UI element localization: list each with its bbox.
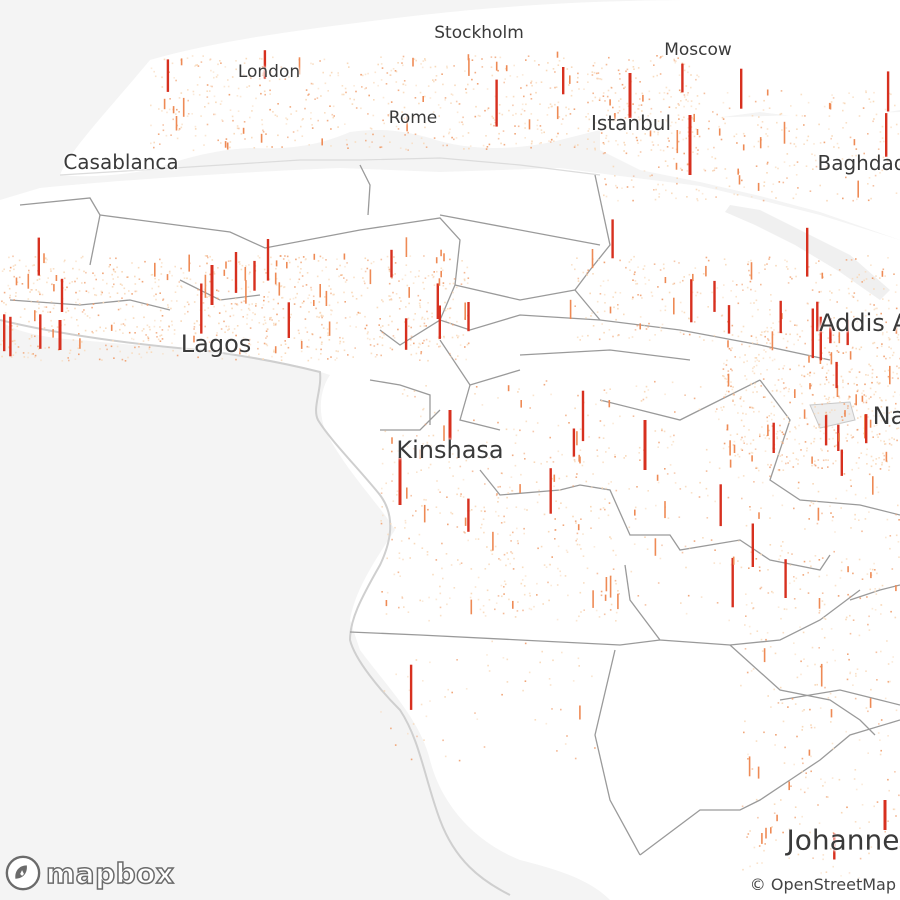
city-label-kinshasa[interactable]: Kinshasa <box>396 436 504 464</box>
mapbox-logo[interactable]: mapbox <box>4 854 175 892</box>
city-label-moscow[interactable]: Moscow <box>664 40 732 60</box>
city-label-nairobi[interactable]: Na <box>872 402 900 430</box>
mapbox-logo-icon <box>5 855 41 891</box>
population-spikes <box>2 50 898 860</box>
city-label-london[interactable]: London <box>237 62 301 82</box>
city-label-stockholm[interactable]: Stockholm <box>434 23 524 43</box>
city-label-lagos[interactable]: Lagos <box>180 330 252 358</box>
mapbox-logo-text: mapbox <box>45 856 175 891</box>
city-label-baghdad[interactable]: Baghdad <box>817 151 900 175</box>
city-label-addis-ababa[interactable]: Addis A <box>819 309 900 337</box>
city-label-johannesburg[interactable]: Johanne <box>786 823 900 857</box>
lake-victoria <box>809 401 856 429</box>
population-density-speckles <box>0 55 900 882</box>
middle-east-landmass <box>600 112 900 240</box>
city-label-istanbul[interactable]: Istanbul <box>590 111 672 135</box>
city-label-rome[interactable]: Rome <box>388 108 438 128</box>
africa-landmass <box>0 168 900 900</box>
europe-landmass <box>60 0 900 177</box>
attribution-link[interactable]: © OpenStreetMap <box>745 873 900 896</box>
city-label-casablanca[interactable]: Casablanca <box>63 150 179 174</box>
med-coast <box>59 157 601 176</box>
